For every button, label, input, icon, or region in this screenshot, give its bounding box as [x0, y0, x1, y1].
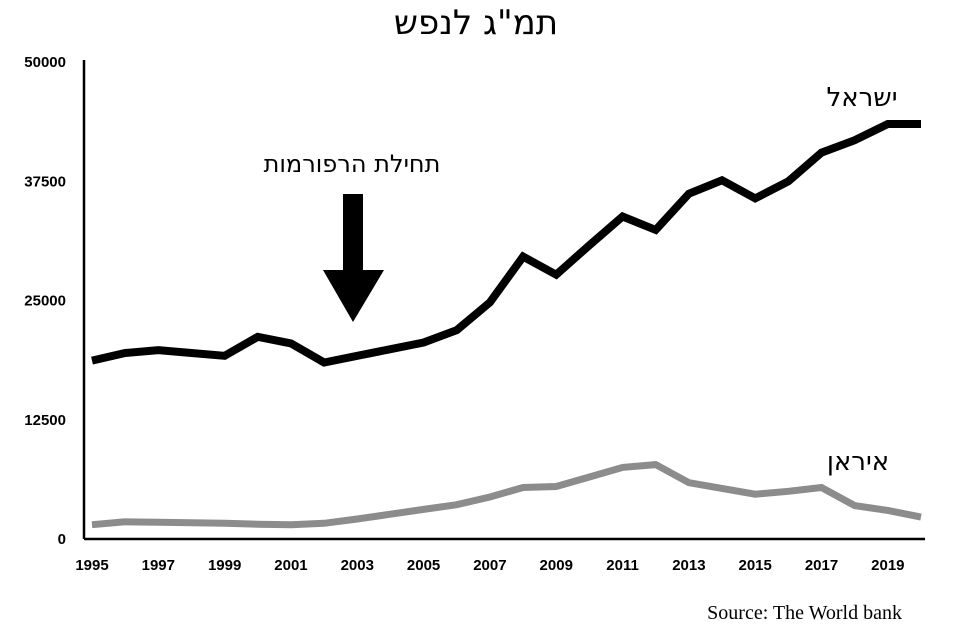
- y-tick-label: 37500: [24, 173, 66, 190]
- x-tick-label: 1997: [142, 557, 175, 574]
- series-lines: [91, 120, 922, 529]
- x-tick-label: 2011: [606, 557, 639, 574]
- y-tick-label: 12500: [24, 412, 66, 429]
- x-tick-label: 2017: [805, 557, 838, 574]
- y-tick-labels: 0 12500 25000 37500 50000: [24, 54, 66, 548]
- annotation-label: תחילת הרפורמות: [264, 150, 441, 178]
- x-tick-label: 2009: [540, 557, 573, 574]
- x-tick-label: 2005: [407, 557, 440, 574]
- chart-title: תמ"ג לנפש: [394, 3, 558, 43]
- x-tick-label: 2001: [274, 557, 307, 574]
- x-tick-label: 2007: [473, 557, 506, 574]
- x-tick-label: 1995: [75, 557, 108, 574]
- y-tick-label: 0: [58, 531, 66, 548]
- series-line-iran: [91, 461, 922, 529]
- x-tick-labels: 1995 1997 1999 2001 2003 2005 2007 2009 2011 2013…: [75, 557, 904, 574]
- x-tick-label: 2019: [871, 557, 904, 574]
- series-label-iran: איראן: [827, 447, 889, 477]
- x-tick-label: 2015: [739, 557, 772, 574]
- down-arrow-icon: [323, 194, 384, 322]
- y-tick-label: 25000: [24, 293, 66, 310]
- x-tick-label: 1999: [208, 557, 241, 574]
- series-line-israel: [91, 120, 921, 367]
- x-tick-label: 2013: [672, 557, 705, 574]
- source-note: Source: The World bank: [707, 602, 902, 624]
- series-label-israel: ישראל: [826, 83, 897, 113]
- x-tick-label: 2003: [341, 557, 374, 574]
- y-tick-label: 50000: [24, 54, 66, 71]
